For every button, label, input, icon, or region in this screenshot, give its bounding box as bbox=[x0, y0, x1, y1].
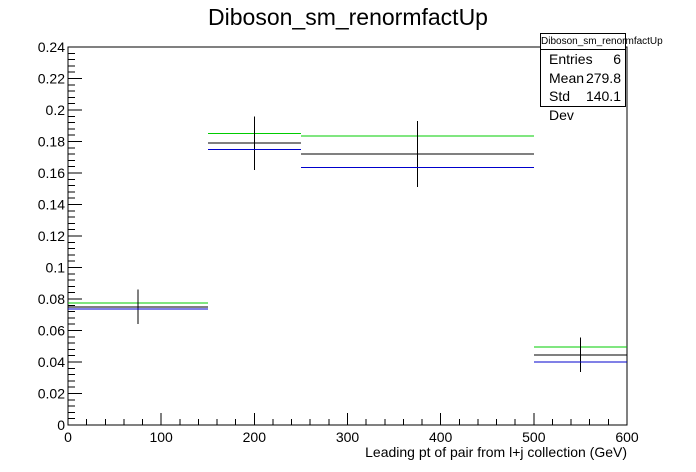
y-tick-label: 0.12 bbox=[38, 228, 65, 244]
y-tick-label: 0.18 bbox=[38, 134, 65, 150]
y-tick-label: 0.1 bbox=[46, 260, 66, 276]
stats-mean-label: Mean bbox=[549, 69, 585, 86]
x-tick-label: 100 bbox=[149, 429, 173, 445]
x-tick-label: 0 bbox=[64, 429, 72, 445]
stats-entries-row: Entries 6 bbox=[541, 50, 625, 69]
y-tick-label: 0.2 bbox=[46, 102, 66, 118]
y-tick-label: 0 bbox=[57, 417, 65, 433]
y-tick-label: 0.16 bbox=[38, 165, 65, 181]
y-tick-label: 0.06 bbox=[38, 323, 65, 339]
x-tick-label: 500 bbox=[522, 429, 546, 445]
y-tick-label: 0.14 bbox=[38, 197, 65, 213]
stats-stddev-value: 140.1 bbox=[585, 88, 621, 104]
y-tick-label: 0.02 bbox=[38, 386, 65, 402]
chart-title: Diboson_sm_renormfactUp bbox=[208, 4, 488, 30]
stats-entries-value: 6 bbox=[613, 51, 621, 67]
x-tick-label: 400 bbox=[429, 429, 453, 445]
y-tick-label: 0.08 bbox=[38, 291, 65, 307]
x-tick-label: 200 bbox=[243, 429, 267, 445]
y-tick-label: 0.24 bbox=[38, 39, 65, 55]
stats-mean-row: Mean 279.8 bbox=[541, 69, 625, 88]
x-tick-label: 300 bbox=[336, 429, 360, 445]
stats-box-title: Diboson_sm_renormfactUp bbox=[541, 34, 663, 50]
x-axis-title: Leading pt of pair from l+j collection (… bbox=[365, 444, 627, 460]
y-tick-label: 0.22 bbox=[38, 71, 65, 87]
stats-entries-label: Entries bbox=[549, 51, 593, 67]
stats-mean-value: 279.8 bbox=[585, 69, 621, 86]
stats-stddev-label: Std Dev bbox=[549, 88, 574, 123]
y-tick-label: 0.04 bbox=[38, 354, 65, 370]
stats-stddev-row: Std Dev 140.1 bbox=[541, 87, 625, 123]
x-tick-label: 600 bbox=[615, 429, 639, 445]
stats-box: Diboson_sm_renormfactUp Entries 6 Mean 2… bbox=[540, 33, 663, 123]
